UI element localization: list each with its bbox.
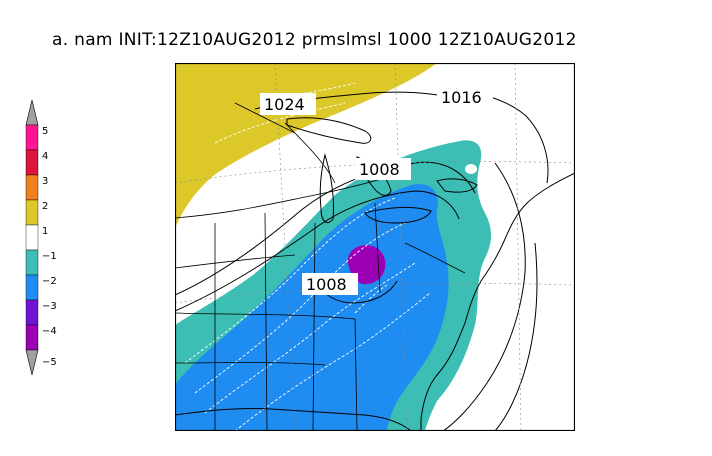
colorbar-label: 1 [42, 226, 48, 237]
colorbar-cell-4 [25, 149, 39, 176]
coastline-gulf [175, 407, 412, 431]
map-frame [175, 63, 575, 431]
colorbar-label: 4 [42, 151, 48, 162]
positive-anomaly-region [175, 63, 437, 228]
contour-label: 1008 [302, 273, 358, 295]
svg-text:1008: 1008 [306, 275, 347, 294]
anomaly-island [465, 164, 477, 174]
svg-text:1024: 1024 [264, 95, 305, 114]
colorbar-label: −1 [42, 251, 57, 262]
colorbar-top-arrow [25, 100, 39, 126]
colorbar-label: 5 [42, 126, 48, 137]
state-borders [175, 102, 466, 431]
colorbar-cell-3 [25, 174, 39, 201]
colorbar-label: −3 [42, 301, 57, 312]
colorbar-label: −2 [42, 276, 57, 287]
colorbar-cell-neg4 [25, 324, 39, 351]
colorbar-label: −4 [42, 326, 57, 337]
colorbar-label: 2 [42, 201, 48, 212]
colorbar-cell-5 [25, 124, 39, 151]
colorbar-label: 3 [42, 176, 48, 187]
weather-map: 1024 1016 1008 1008 [175, 63, 575, 431]
coastline [420, 172, 575, 431]
contour-label: 1016 [437, 86, 493, 108]
colorbar-cell-2 [25, 199, 39, 226]
colorbar-cell-1 [25, 224, 39, 251]
colorbar-cell-neg3 [25, 299, 39, 326]
page-title: a. nam INIT:12Z10AUG2012 prmslmsl 1000 1… [52, 30, 577, 50]
contour-label: 1024 [260, 93, 316, 115]
colorbar-cell-neg2 [25, 274, 39, 301]
pressure-contours [184, 82, 431, 431]
svg-text:1016: 1016 [441, 88, 482, 107]
svg-text:1008: 1008 [359, 160, 400, 179]
anomaly-neg2-region [175, 184, 449, 431]
colorbar: 5 4 3 2 1 −1 −2 −3 −4 −5 [25, 100, 57, 376]
colorbar-bottom-arrow [25, 349, 39, 376]
contour-label: 1008 [355, 158, 411, 180]
colorbar-label: −5 [42, 357, 57, 368]
colorbar-cell-neg1 [25, 249, 39, 276]
